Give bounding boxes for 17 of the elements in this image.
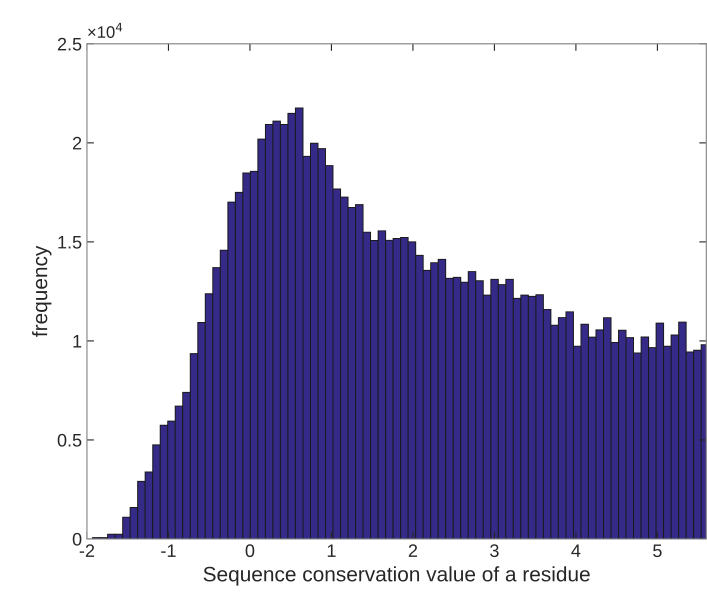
y-tick-label: 0	[72, 532, 82, 546]
y-tick-label: 2	[72, 136, 82, 150]
x-tick-label: -1	[161, 544, 176, 557]
text: ×10$^{4}$	[88, 22, 122, 38]
x-tick-label: 2	[408, 544, 418, 557]
y-tick-label: 1	[73, 335, 82, 348]
x-tick-label: 5	[653, 544, 662, 558]
y-tick-label: 0.5	[58, 434, 82, 447]
y-tick-label: 2.5	[58, 38, 82, 51]
x-tick-label: 0	[246, 544, 254, 558]
x-tick-label: -2	[80, 544, 94, 557]
x-axis-title: Sequence conservation value of a residue	[204, 566, 590, 586]
y-axis-title: frequency	[32, 246, 52, 337]
y-tick-label: 1.5	[58, 236, 82, 249]
x-tick-label: 1	[328, 544, 336, 557]
x-tick-label: 3	[490, 544, 499, 558]
x-tick-label: 4	[571, 544, 580, 557]
